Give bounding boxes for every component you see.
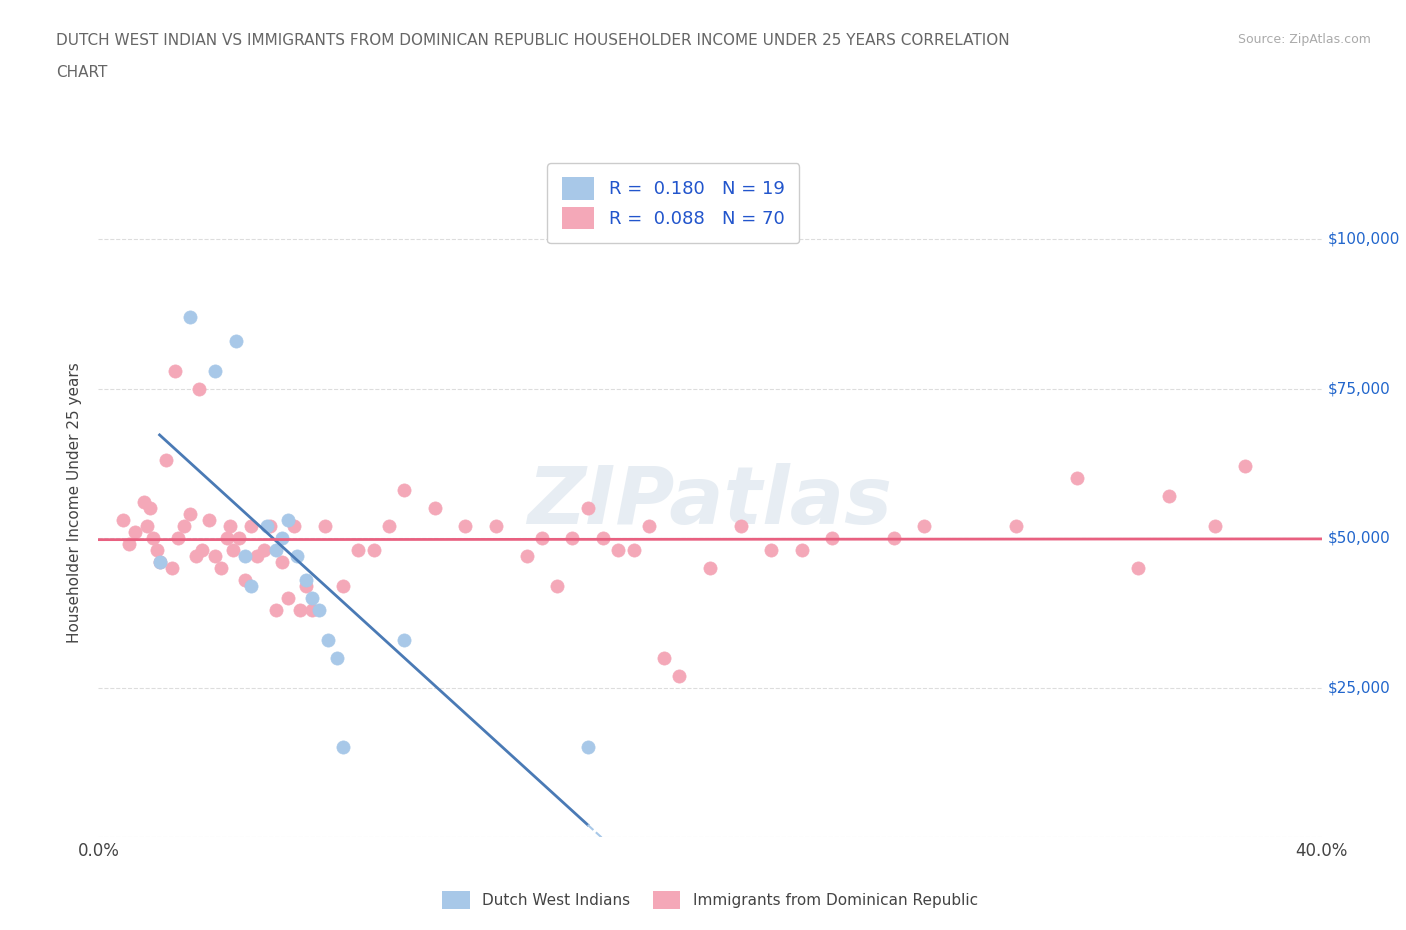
- Point: [134, 495, 156, 510]
- Point: [264, 603, 287, 618]
- Point: [530, 531, 553, 546]
- Point: [607, 542, 630, 557]
- Point: [142, 531, 165, 546]
- Point: [277, 591, 299, 605]
- Point: [149, 554, 172, 569]
- Point: [188, 381, 211, 396]
- Point: [561, 531, 583, 546]
- Point: [204, 549, 226, 564]
- Point: [730, 519, 752, 534]
- Point: [160, 561, 183, 576]
- Point: [301, 591, 323, 605]
- Point: [759, 542, 782, 557]
- Point: [204, 364, 226, 379]
- Point: [1234, 458, 1257, 473]
- Point: [1204, 519, 1226, 534]
- Point: [179, 507, 201, 522]
- Legend: Dutch West Indians, Immigrants from Dominican Republic: Dutch West Indians, Immigrants from Domi…: [434, 884, 986, 916]
- Point: [155, 453, 177, 468]
- Point: [191, 542, 214, 557]
- Text: Source: ZipAtlas.com: Source: ZipAtlas.com: [1237, 33, 1371, 46]
- Point: [301, 603, 323, 618]
- Point: [240, 578, 263, 593]
- Text: DUTCH WEST INDIAN VS IMMIGRANTS FROM DOMINICAN REPUBLIC HOUSEHOLDER INCOME UNDER: DUTCH WEST INDIAN VS IMMIGRANTS FROM DOM…: [56, 33, 1010, 47]
- Point: [295, 573, 318, 588]
- Point: [454, 519, 477, 534]
- Point: [576, 500, 599, 515]
- Point: [277, 512, 299, 527]
- Point: [111, 512, 134, 527]
- Text: ZIPatlas: ZIPatlas: [527, 463, 893, 541]
- Point: [246, 549, 269, 564]
- Point: [215, 531, 238, 546]
- Point: [233, 549, 256, 564]
- Point: [912, 519, 935, 534]
- Point: [136, 519, 159, 534]
- Point: [233, 573, 256, 588]
- Point: [576, 740, 599, 755]
- Point: [256, 519, 278, 534]
- Point: [173, 519, 195, 534]
- Point: [209, 561, 232, 576]
- Point: [1128, 561, 1150, 576]
- Point: [264, 542, 287, 557]
- Point: [347, 542, 370, 557]
- Point: [546, 578, 568, 593]
- Point: [252, 542, 274, 557]
- Point: [308, 603, 330, 618]
- Point: [392, 632, 416, 647]
- Point: [1157, 489, 1180, 504]
- Point: [314, 519, 336, 534]
- Point: [316, 632, 339, 647]
- Point: [179, 310, 201, 325]
- Point: [652, 650, 675, 665]
- Point: [668, 668, 690, 683]
- Point: [283, 519, 305, 534]
- Text: $75,000: $75,000: [1327, 381, 1391, 396]
- Point: [1066, 471, 1088, 485]
- Y-axis label: Householder Income Under 25 years: Householder Income Under 25 years: [67, 362, 83, 643]
- Point: [516, 549, 538, 564]
- Text: CHART: CHART: [56, 65, 108, 80]
- Point: [485, 519, 508, 534]
- Point: [295, 578, 318, 593]
- Point: [378, 519, 401, 534]
- Point: [821, 531, 844, 546]
- Point: [1004, 519, 1026, 534]
- Point: [623, 542, 645, 557]
- Text: $100,000: $100,000: [1327, 232, 1400, 246]
- Point: [392, 483, 416, 498]
- Point: [225, 333, 247, 348]
- Point: [149, 554, 172, 569]
- Point: [270, 554, 292, 569]
- Point: [240, 519, 263, 534]
- Text: $25,000: $25,000: [1327, 680, 1391, 695]
- Point: [332, 578, 354, 593]
- Point: [124, 525, 146, 539]
- Point: [139, 500, 162, 515]
- Point: [163, 364, 186, 379]
- Point: [326, 650, 349, 665]
- Text: $50,000: $50,000: [1327, 531, 1391, 546]
- Point: [228, 531, 250, 546]
- Point: [167, 531, 190, 546]
- Point: [219, 519, 242, 534]
- Point: [790, 542, 813, 557]
- Point: [699, 561, 721, 576]
- Point: [270, 531, 292, 546]
- Point: [285, 549, 308, 564]
- Point: [423, 500, 446, 515]
- Point: [259, 519, 281, 534]
- Point: [222, 542, 245, 557]
- Point: [118, 537, 141, 551]
- Point: [363, 542, 385, 557]
- Point: [290, 603, 312, 618]
- Point: [592, 531, 614, 546]
- Point: [332, 740, 354, 755]
- Point: [197, 512, 219, 527]
- Point: [145, 542, 167, 557]
- Point: [637, 519, 661, 534]
- Point: [186, 549, 208, 564]
- Point: [883, 531, 905, 546]
